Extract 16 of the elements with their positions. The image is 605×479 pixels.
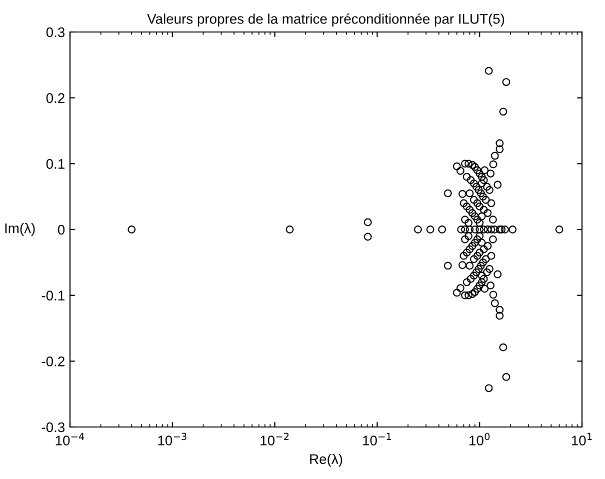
x-tick-label: 10$^{0}$	[470, 432, 490, 446]
chart-title: Valeurs propres de la matrice préconditionnée par ILUT(5)	[147, 13, 504, 27]
x-tick-label: 10$^{−4}$	[56, 432, 84, 446]
x-tick-label: 10$^{1}$	[572, 432, 592, 446]
x-tick-label: 10$^{−2}$	[260, 432, 289, 446]
y-tick-label: -0.2	[42, 356, 64, 366]
x-axis-title: Re(λ)	[310, 454, 342, 467]
y-tick-label: 0	[58, 224, 65, 235]
y-tick-label: 0.3	[46, 27, 65, 38]
y-axis-title: Im(λ)	[5, 223, 35, 236]
x-tick-label: 10$^{−3}$	[158, 432, 186, 446]
y-tick-label: 0.2	[46, 93, 64, 104]
y-tick-label: -0.1	[42, 290, 64, 301]
y-tick-label: 0.1	[46, 159, 64, 169]
y-tick-label: -0.3	[42, 422, 65, 432]
x-tick-label: 10$^{−1}$	[363, 432, 392, 446]
